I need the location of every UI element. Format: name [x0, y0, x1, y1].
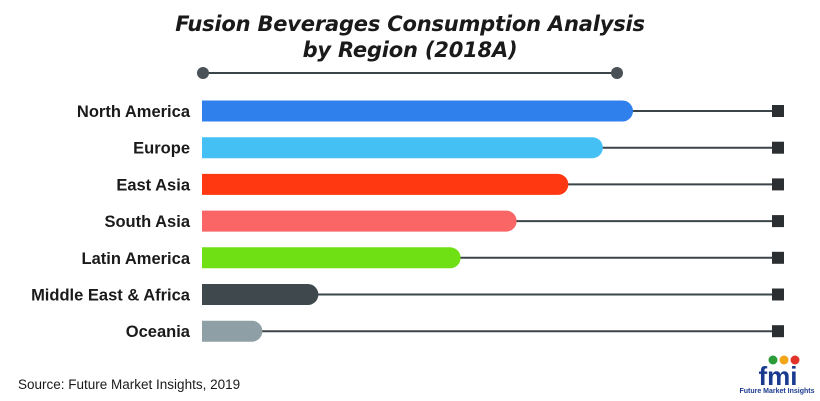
bar [202, 173, 569, 195]
row-end-marker [772, 288, 784, 301]
title-ornament-dot-right [611, 67, 623, 79]
title-ornament [197, 67, 623, 79]
bar [202, 210, 517, 232]
category-label: Oceania [126, 323, 191, 341]
row-end-marker [772, 215, 784, 228]
svg-text:fmi: fmi [759, 361, 798, 391]
category-label: North America [77, 103, 191, 121]
row-end-marker [772, 325, 784, 338]
category-label: Europe [133, 140, 190, 158]
category-label: East Asia [116, 176, 191, 194]
bar [202, 320, 263, 342]
title-ornament-dot-left [197, 67, 209, 79]
bar [202, 100, 633, 122]
fmi-logo: fmi [759, 355, 800, 391]
bar [202, 137, 603, 159]
category-label: South Asia [104, 213, 190, 231]
chart-subtitle: by Region (2018A) [302, 38, 518, 62]
row-end-marker [772, 105, 784, 117]
source-note: Source: Future Market Insights, 2019 [18, 377, 241, 392]
row-end-marker [772, 178, 784, 191]
chart-rows: North America Europe East Asia South Asia La… [31, 100, 784, 342]
logo-tagline: Future Market Insights [739, 388, 815, 395]
bar [202, 284, 319, 305]
bar [202, 247, 461, 269]
category-label: Middle East & Africa [31, 287, 191, 305]
row-end-marker [772, 251, 784, 264]
row-end-marker [772, 141, 784, 154]
category-label: Latin America [81, 250, 190, 268]
chart-title: Fusion Beverages Consumption Analysis [175, 12, 645, 36]
